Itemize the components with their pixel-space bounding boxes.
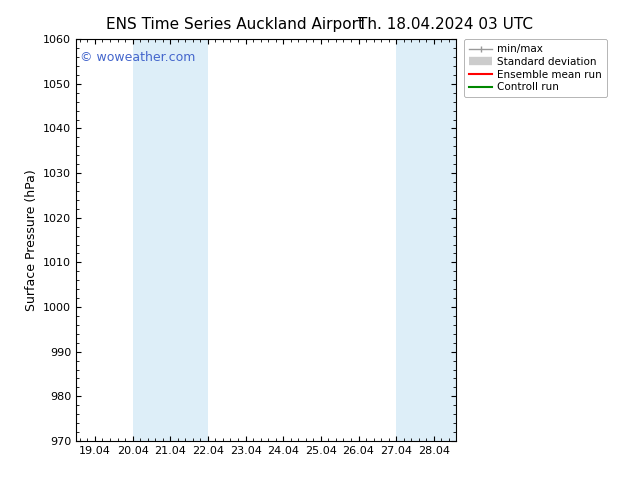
Bar — [171, 39, 208, 441]
Bar — [133, 39, 171, 441]
Text: © woweather.com: © woweather.com — [80, 51, 195, 64]
Legend: min/max, Standard deviation, Ensemble mean run, Controll run: min/max, Standard deviation, Ensemble me… — [464, 39, 607, 98]
Bar — [396, 39, 434, 441]
Y-axis label: Surface Pressure (hPa): Surface Pressure (hPa) — [25, 169, 37, 311]
Bar — [434, 39, 456, 441]
Text: Th. 18.04.2024 03 UTC: Th. 18.04.2024 03 UTC — [358, 17, 533, 32]
Text: ENS Time Series Auckland Airport: ENS Time Series Auckland Airport — [106, 17, 363, 32]
